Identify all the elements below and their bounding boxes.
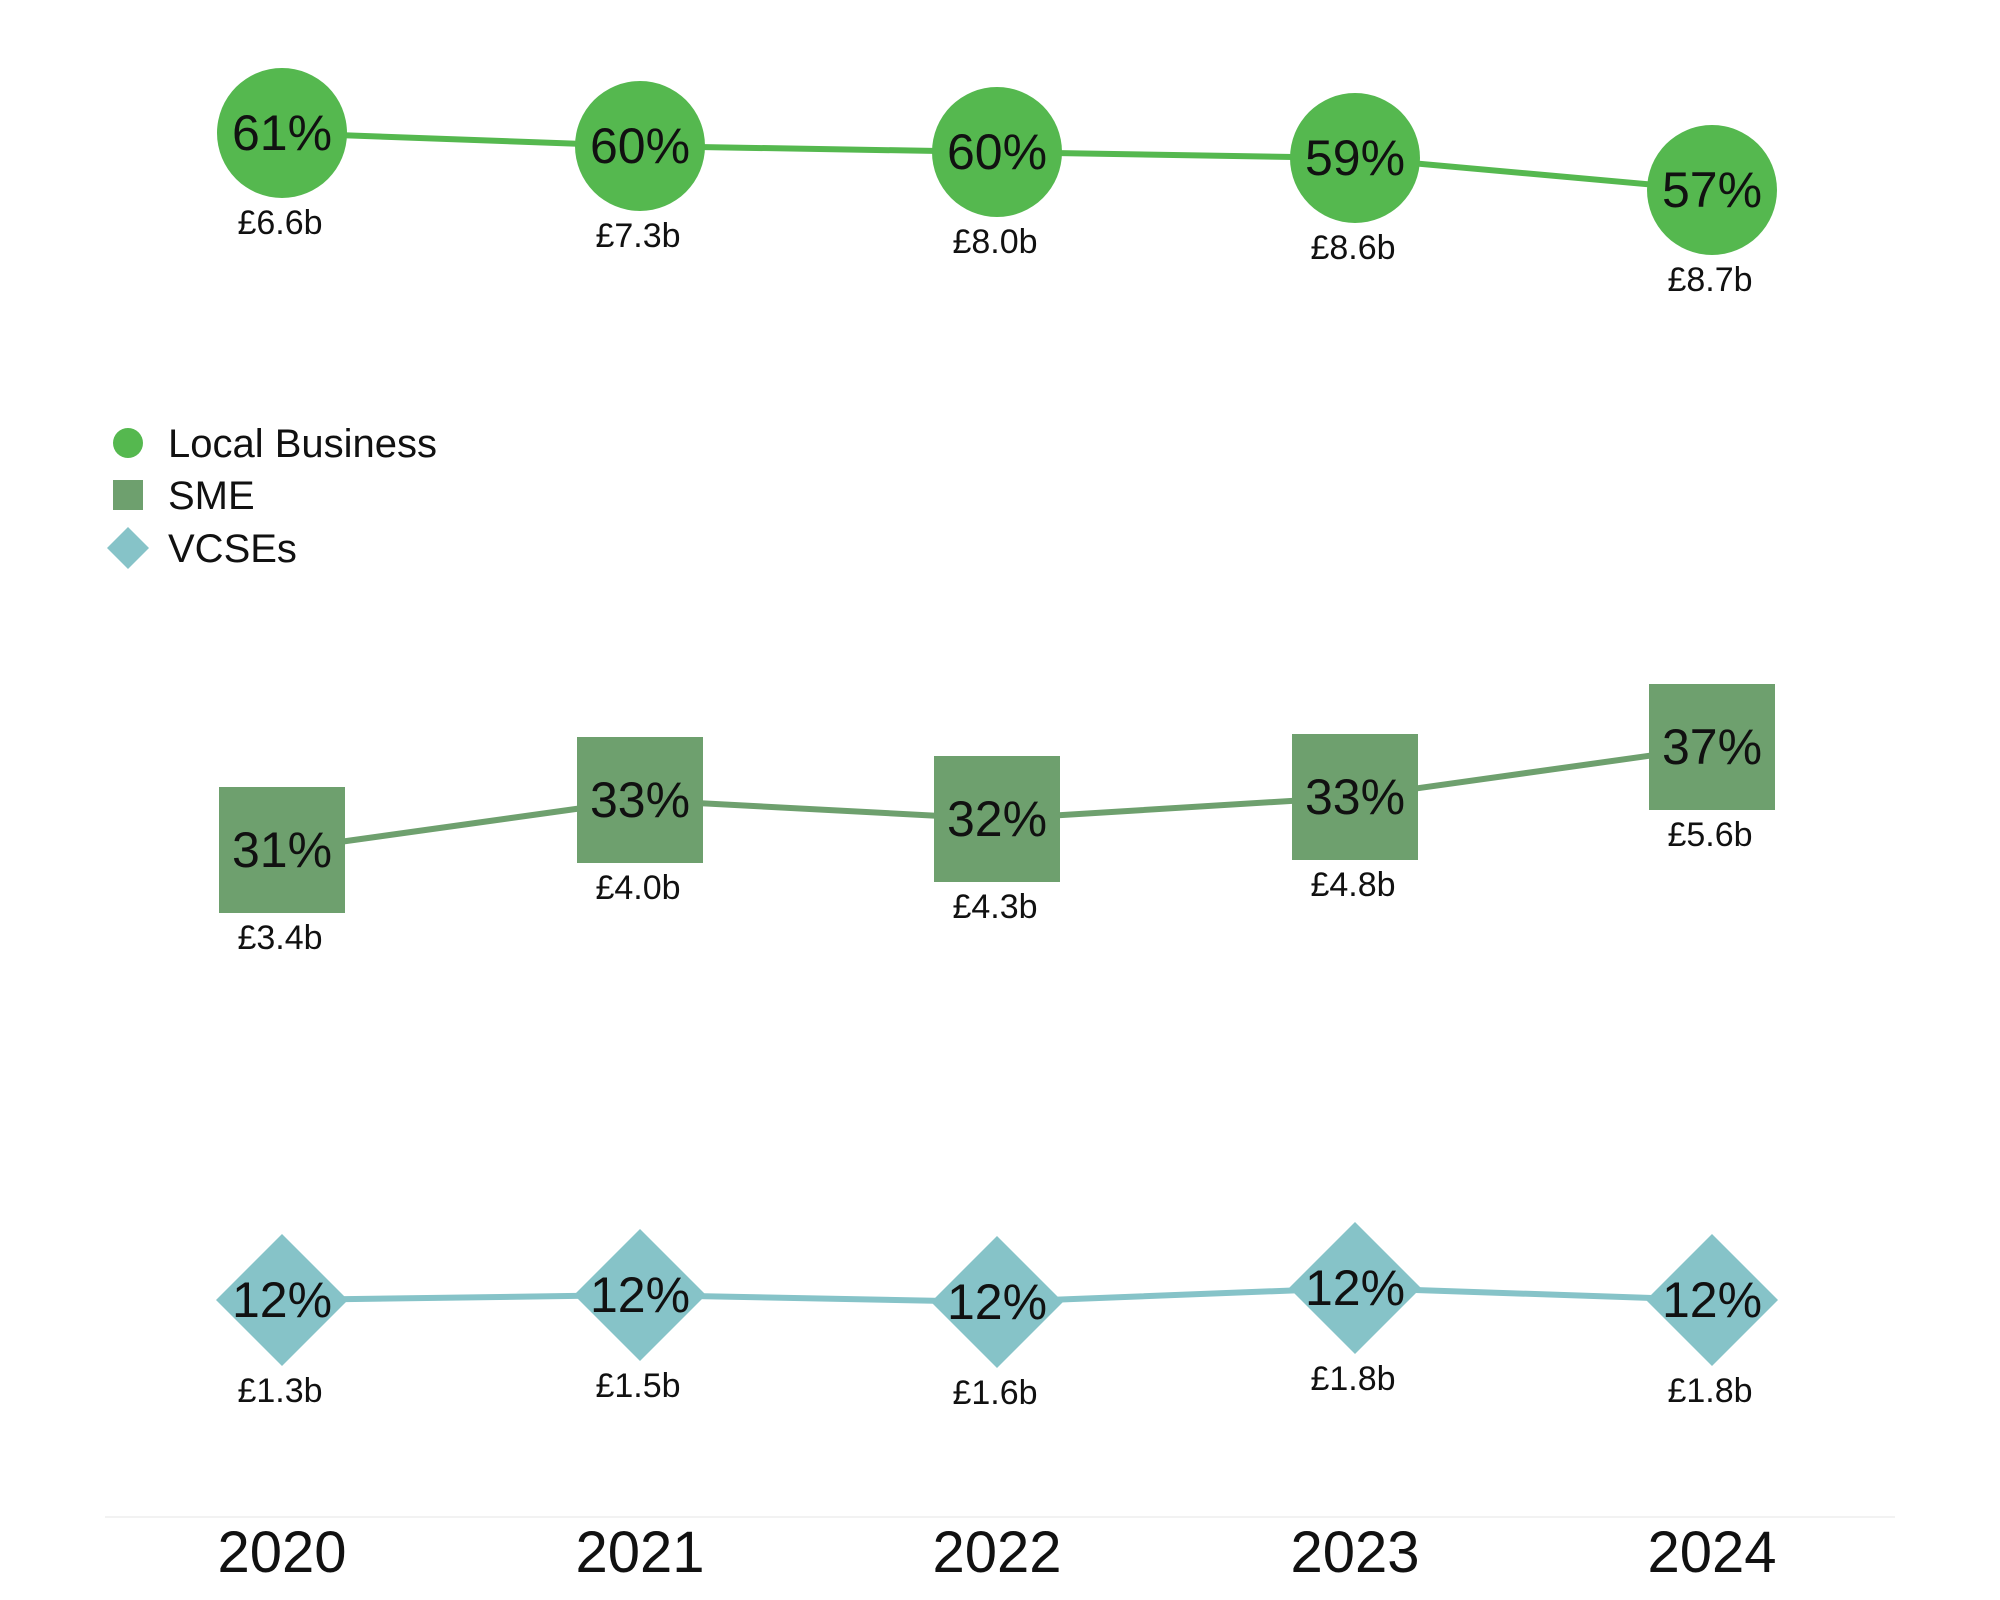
legend-label: SME: [168, 474, 255, 518]
data-point: [1649, 684, 1775, 810]
series-local-business: 61% £6.6b 60% £7.3b 60% £8.0b 59% £8.6b 57% £8.7b: [217, 68, 1777, 299]
spend-label: £8.6b: [1310, 229, 1395, 267]
legend-label: VCSEs: [168, 527, 297, 571]
legend-item: SME: [113, 474, 255, 518]
legend-marker: [107, 527, 149, 569]
data-point: [931, 1236, 1063, 1368]
data-label: 33%: [1305, 769, 1405, 825]
x-tick-label: 2020: [217, 1520, 346, 1585]
data-label: 12%: [947, 1274, 1047, 1330]
spend-label: £1.8b: [1310, 1360, 1395, 1398]
data-label: 61%: [232, 105, 332, 161]
data-point: [217, 68, 347, 198]
x-tick-label: 2024: [1647, 1520, 1776, 1585]
data-label: 12%: [1305, 1260, 1405, 1316]
spend-label: £1.6b: [952, 1374, 1037, 1412]
data-point: [577, 737, 703, 863]
spend-label: £4.3b: [952, 888, 1037, 926]
data-label: 37%: [1662, 719, 1762, 775]
data-label: 60%: [590, 118, 690, 174]
data-point: [574, 1229, 706, 1361]
legend: Local Business SME VCSEs: [107, 422, 437, 571]
series-layer: 61% £6.6b 60% £7.3b 60% £8.0b 59% £8.6b 57% £8.7b…: [216, 68, 1778, 1412]
spend-label: £8.0b: [952, 223, 1037, 261]
spend-label: £1.8b: [1667, 1372, 1752, 1410]
x-tick-label: 2022: [932, 1520, 1061, 1585]
spend-label: £4.8b: [1310, 866, 1395, 904]
x-tick-label: 2021: [575, 1520, 704, 1585]
data-label: 12%: [232, 1272, 332, 1328]
legend-marker: [113, 480, 143, 510]
data-label: 33%: [590, 772, 690, 828]
legend-marker: [113, 428, 143, 458]
data-point: [216, 1234, 348, 1366]
spend-label: £8.7b: [1667, 261, 1752, 299]
data-point: [1292, 734, 1418, 860]
spend-label: £4.0b: [595, 869, 680, 907]
series-sme: 31% £3.4b 33% £4.0b 32% £4.3b 33% £4.8b 37% £5.6b: [219, 684, 1775, 957]
spend-label: £1.3b: [237, 1372, 322, 1410]
spend-label: £5.6b: [1667, 816, 1752, 854]
x-tick-label: 2023: [1290, 1520, 1419, 1585]
spend-label: £1.5b: [595, 1367, 680, 1405]
series-vcses: 12% £1.3b 12% £1.5b 12% £1.6b 12% £1.8b 12% £1.8b: [216, 1222, 1778, 1412]
data-point: [1289, 1222, 1421, 1354]
legend-item: Local Business: [113, 422, 437, 466]
data-point: [932, 87, 1062, 217]
data-label: 31%: [232, 822, 332, 878]
data-point: [219, 787, 345, 913]
data-point: [575, 81, 705, 211]
data-label: 12%: [590, 1267, 690, 1323]
spend-label: £3.4b: [237, 919, 322, 957]
x-axis: 2020 2021 2022 2023 2024: [105, 1516, 1895, 1585]
spend-label: £6.6b: [237, 204, 322, 242]
legend-item: VCSEs: [107, 527, 297, 571]
data-point: [1290, 93, 1420, 223]
data-label: 59%: [1305, 130, 1405, 186]
data-label: 12%: [1662, 1272, 1762, 1328]
legend-label: Local Business: [168, 422, 437, 466]
data-point: [1646, 1234, 1778, 1366]
data-label: 32%: [947, 791, 1047, 847]
data-point: [1647, 125, 1777, 255]
data-label: 60%: [947, 124, 1047, 180]
data-point: [934, 756, 1060, 882]
data-label: 57%: [1662, 162, 1762, 218]
spend-label: £7.3b: [595, 217, 680, 255]
